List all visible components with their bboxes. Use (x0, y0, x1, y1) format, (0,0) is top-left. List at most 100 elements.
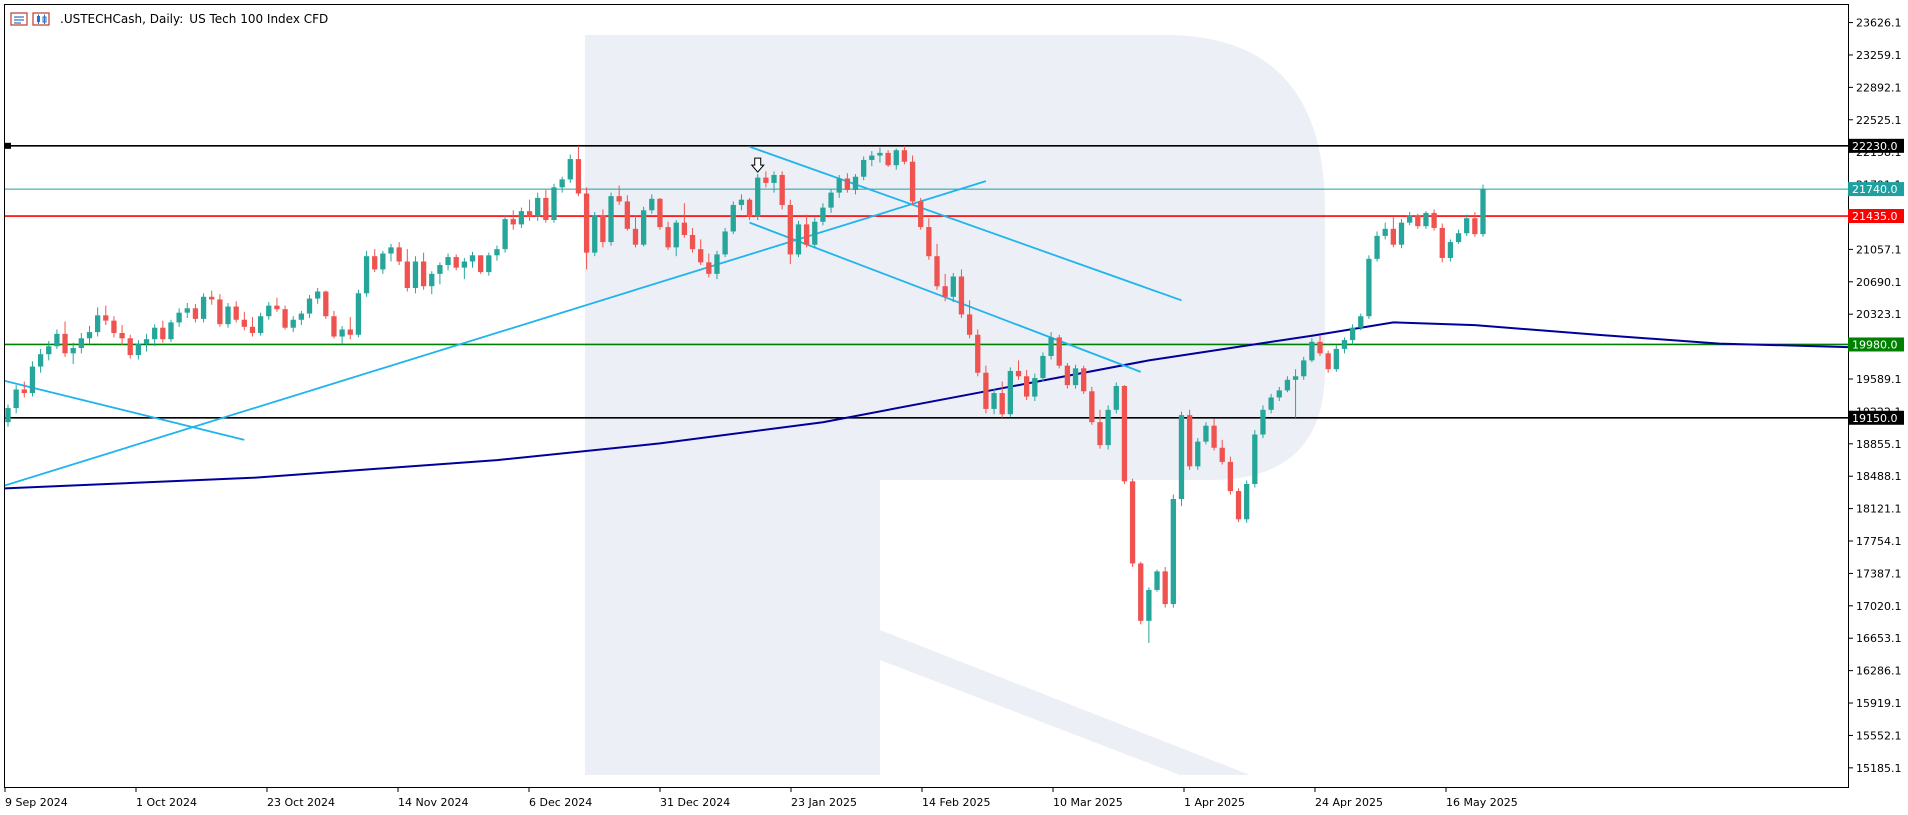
candlestick-icon[interactable] (32, 12, 50, 26)
candle-body (5, 408, 11, 423)
candle-body (673, 222, 679, 248)
candle (282, 305, 288, 330)
candle-body (1129, 481, 1136, 564)
candle-body (453, 257, 459, 268)
candle-body (1162, 571, 1168, 605)
candle-body (1366, 258, 1372, 317)
candle-body (225, 306, 231, 325)
y-tick-label: 17754.1 (1856, 535, 1902, 548)
peak-arrow-marker (750, 157, 765, 173)
candle (1382, 222, 1388, 240)
candle (1227, 456, 1234, 495)
candle-body (983, 372, 989, 409)
candle (184, 302, 190, 318)
candle (339, 325, 345, 345)
candle-body (62, 333, 68, 354)
candle (1284, 376, 1291, 393)
candle-body (1121, 385, 1128, 482)
level-price-box (1848, 337, 1904, 352)
candle-body (600, 215, 606, 243)
candle-body (502, 219, 508, 250)
candle (771, 171, 777, 193)
candle (176, 308, 182, 327)
candle-body (1480, 189, 1486, 235)
candle-body (372, 256, 378, 270)
candle (746, 197, 753, 220)
candle (1317, 335, 1323, 356)
candle-body (1382, 228, 1388, 236)
candle-body (1072, 368, 1079, 386)
candle (1235, 488, 1242, 522)
candle-body (852, 176, 859, 190)
watermark-shape (585, 35, 1325, 775)
candle (331, 310, 337, 339)
candle-body (592, 215, 598, 253)
candle-body (1415, 215, 1421, 227)
candle-body (779, 174, 785, 205)
candle (885, 150, 891, 168)
candle-body (1064, 365, 1071, 386)
candle (1219, 439, 1225, 465)
candle-body (1268, 397, 1274, 410)
candle (1309, 338, 1315, 363)
candle-body (233, 306, 239, 320)
candle-body (714, 254, 720, 274)
candle (608, 192, 614, 246)
candle-body (192, 308, 199, 319)
candle-body (1032, 378, 1038, 397)
y-tick-label: 23626.1 (1856, 17, 1902, 30)
candle-body (763, 177, 769, 183)
candle-body (1455, 233, 1462, 243)
candle (37, 348, 44, 373)
candle-body (1333, 348, 1339, 370)
y-axis: 23626.123259.122892.122525.122158.121791… (1848, 17, 1904, 775)
candle (152, 324, 158, 347)
candle (1423, 211, 1429, 229)
candle (559, 176, 565, 193)
candle-body (1048, 337, 1054, 356)
candle-body (1007, 370, 1013, 415)
candle (1105, 405, 1111, 450)
candle-body (347, 329, 353, 335)
candle (1195, 438, 1201, 470)
candle-body (1146, 589, 1152, 621)
candle (1252, 430, 1258, 488)
candle (518, 207, 525, 228)
candle (918, 197, 924, 230)
candle-body (746, 199, 753, 217)
candle-body (437, 265, 443, 274)
candle (583, 187, 590, 270)
candle-body (282, 309, 288, 328)
candle-body (632, 228, 639, 245)
chart-window-icon[interactable] (10, 12, 28, 26)
level-price-box (1848, 182, 1904, 197)
candle-body (46, 346, 52, 355)
candle-body (510, 219, 516, 225)
x-tick-label: 9 Sep 2024 (5, 796, 68, 809)
candle (1341, 337, 1348, 354)
candle (755, 174, 761, 220)
candle-body (103, 315, 109, 321)
candle-body (461, 261, 468, 268)
candle (372, 249, 378, 273)
level-price-label: 22230.0 (1852, 140, 1898, 153)
candle (347, 317, 353, 340)
candle (1276, 386, 1282, 401)
candle (950, 272, 956, 303)
candle-body (355, 293, 362, 335)
candle (62, 321, 68, 357)
plot-area (5, 145, 1848, 643)
candle (1366, 255, 1372, 319)
candle (722, 227, 728, 258)
y-tick-label: 16286.1 (1856, 665, 1902, 678)
candle (869, 151, 875, 167)
candle-body (975, 334, 981, 373)
candle (502, 215, 508, 253)
candle (632, 215, 639, 248)
y-tick-label: 18488.1 (1856, 470, 1902, 483)
moving-average-line (5, 321, 1848, 490)
candle (958, 269, 965, 318)
chart-description: US Tech 100 Index CFD (189, 12, 329, 26)
level-price-label: 21435.0 (1852, 210, 1898, 223)
candle (1121, 385, 1128, 484)
